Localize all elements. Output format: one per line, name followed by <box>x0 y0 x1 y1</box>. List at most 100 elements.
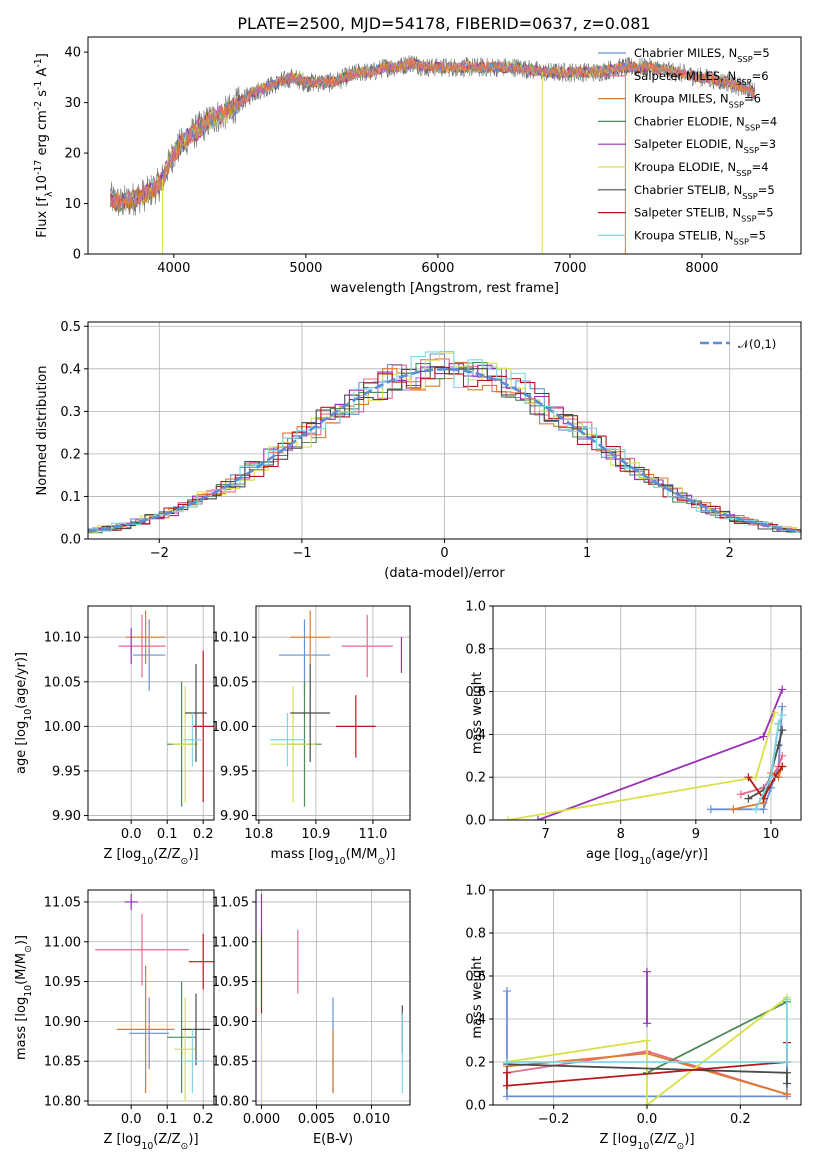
y-tick-label: 10.95 <box>44 975 81 990</box>
x-tick-label: 10 <box>763 827 780 842</box>
legend-label: Kroupa MILES, NSSP=6 <box>634 92 761 110</box>
x-tick-label: 4000 <box>157 261 190 276</box>
weight-marker <box>706 805 715 814</box>
x-tick-label: −1 <box>292 546 311 561</box>
weight-line <box>646 1000 788 1074</box>
x-axis-label: Z [log10(Z/Z⊙)] <box>103 847 198 867</box>
histograms <box>88 351 801 536</box>
y-tick-label: 0.8 <box>465 642 486 657</box>
histogram-kroupa-elodie <box>88 352 801 533</box>
x-tick-label: −0.2 <box>538 1112 570 1127</box>
weight-line <box>506 996 788 1105</box>
error-bars <box>118 610 214 807</box>
y-tick-label: 0.2 <box>465 1056 486 1071</box>
weight-marker <box>778 751 787 760</box>
weight-marker <box>783 1090 791 1099</box>
x-axis-label: (data-model)/error <box>384 566 505 581</box>
y-tick-label: 0.0 <box>60 533 81 548</box>
figure-title: PLATE=2500, MJD=54178, FIBERID=0637, z=0… <box>237 14 650 33</box>
weight-marker <box>643 1101 651 1105</box>
x-tick-label: 0.005 <box>298 1112 335 1127</box>
model-spectrum-chabrier-miles <box>110 57 756 211</box>
weight-marker <box>778 726 787 735</box>
x-tick-label: 0.2 <box>193 1112 214 1127</box>
legend-label: Chabrier MILES, NSSP=5 <box>634 46 770 64</box>
weight-marker <box>503 1058 511 1066</box>
x-tick-label: 0.010 <box>353 1112 390 1127</box>
y-tick-label: 40 <box>64 46 81 61</box>
x-tick-label: 6000 <box>421 261 454 276</box>
weight-marker <box>774 719 783 728</box>
spectrum-lines <box>109 55 756 254</box>
weight-marker <box>759 732 768 741</box>
x-axis-label: wavelength [Angstrom, rest frame] <box>330 281 559 296</box>
y-tick-label: 10.00 <box>44 720 81 735</box>
y-tick-label: 0.0 <box>465 814 486 829</box>
x-tick-label: 11.0 <box>358 827 387 842</box>
y-tick-label: 10.90 <box>212 1015 249 1030</box>
weight-marker <box>504 816 513 820</box>
legend-label: Chabrier ELODIE, NSSP=4 <box>634 114 777 132</box>
y-tick-label: 0.2 <box>60 447 81 462</box>
y-axis-label: mass weight <box>470 956 485 1038</box>
y-tick-label: 0.0 <box>465 1099 486 1114</box>
y-tick-label: 1.0 <box>465 600 486 615</box>
x-tick-label: 0.0 <box>121 827 142 842</box>
y-tick-label: 10.05 <box>44 675 81 690</box>
y-tick-label: 9.95 <box>220 764 249 779</box>
x-tick-label: 0.0 <box>637 1112 658 1127</box>
error-bars <box>270 610 403 807</box>
x-tick-label: 5000 <box>289 261 322 276</box>
y-tick-label: 0.3 <box>60 405 81 420</box>
weight-marker <box>744 773 753 782</box>
x-tick-label: 0.000 <box>243 1112 280 1127</box>
legend-label: 𝒩(0,1) <box>738 337 776 351</box>
y-axis-label: age [log10(age/yr)] <box>14 652 34 774</box>
y-tick-label: 10 <box>64 197 81 212</box>
axes-frame <box>492 605 802 821</box>
histogram-salpeter-stelib <box>88 366 801 533</box>
legend-label: Chabrier STELIB, NSSP=5 <box>634 183 775 201</box>
y-tick-label: 1.0 <box>465 884 486 899</box>
weight-marker <box>643 967 651 976</box>
axes-frame <box>255 605 411 821</box>
model-spectrum-kroupa-miles <box>109 57 756 213</box>
y-tick-label: 10.95 <box>212 975 249 990</box>
y-tick-label: 9.95 <box>52 764 81 779</box>
y-tick-label: 11.05 <box>212 895 249 910</box>
y-tick-label: 0.5 <box>60 320 81 335</box>
weight-marker <box>503 1092 511 1101</box>
gaussian-curve <box>88 367 801 533</box>
axes-frame <box>255 889 411 1106</box>
weight-marker <box>736 790 745 799</box>
x-axis-label: age [log10(age/yr)] <box>586 847 708 867</box>
x-tick-label: 0.2 <box>193 827 214 842</box>
weight-marker <box>783 995 791 1004</box>
axes-frame <box>87 889 215 1106</box>
weight-marker <box>751 773 760 782</box>
y-axis-label: Flux [fλ10-17 erg cm-2 s-1 A-1] <box>33 53 55 238</box>
y-tick-label: 10.10 <box>212 631 249 646</box>
weight-lines <box>503 967 791 1105</box>
y-tick-label: 10.80 <box>212 1095 249 1110</box>
weight-marker <box>778 711 787 720</box>
y-tick-label: 10.85 <box>44 1055 81 1070</box>
y-axis-label: Normed distribution <box>35 366 50 496</box>
weight-line <box>755 714 784 810</box>
weight-marker <box>783 1079 791 1088</box>
y-tick-label: 20 <box>64 147 81 162</box>
y-tick-label: 10.05 <box>212 675 249 690</box>
x-tick-label: 0.1 <box>157 1112 178 1127</box>
error-bars <box>260 893 403 1105</box>
weight-marker <box>783 1058 791 1066</box>
x-axis-label: Z [log10(Z/Z⊙)] <box>103 1132 198 1152</box>
y-tick-label: 0.1 <box>60 490 81 505</box>
weight-marker <box>643 1036 651 1045</box>
weight-marker <box>778 702 787 711</box>
axes-frame <box>87 36 802 255</box>
mass-weight-vs-age-panel <box>493 605 801 821</box>
weight-marker <box>643 1019 651 1028</box>
y-tick-label: 11.00 <box>44 935 81 950</box>
age-vs-mass-panel <box>256 606 410 820</box>
